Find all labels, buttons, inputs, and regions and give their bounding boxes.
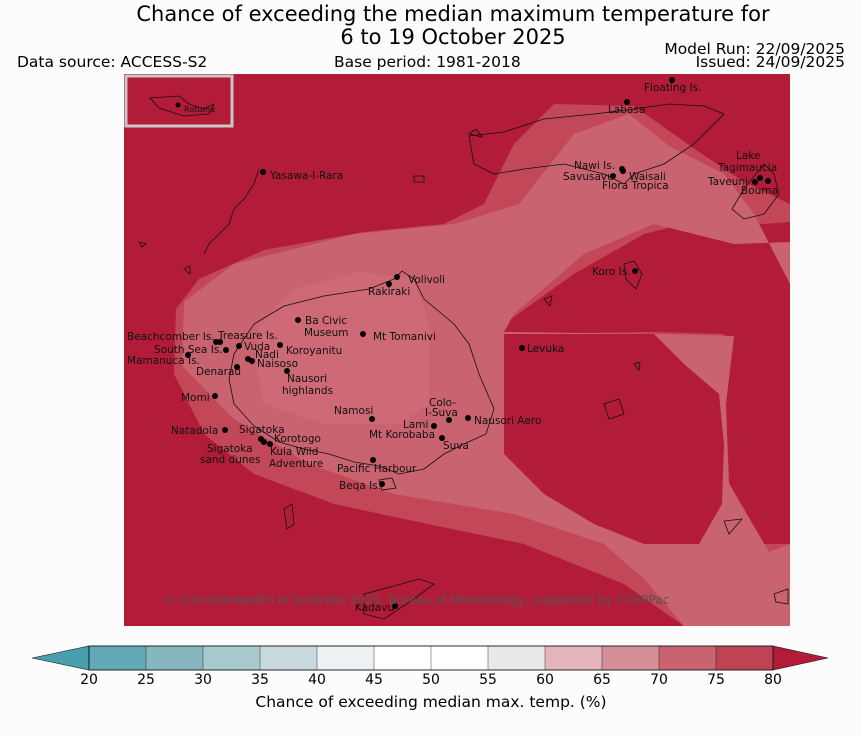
colorbar-tick-label: 20 xyxy=(80,672,98,688)
colorbar-frame xyxy=(88,645,774,671)
label-nadi: Nadi xyxy=(255,349,279,361)
label-waisali: Waisali xyxy=(629,171,666,183)
label-colo-1: Colo- xyxy=(429,397,456,409)
colorbar-cell xyxy=(373,645,432,671)
koro-coast xyxy=(623,260,643,290)
label-kula-1: Kula Wild xyxy=(270,446,318,458)
taveuni-coast xyxy=(731,163,780,220)
label-lake-1: Lake xyxy=(736,150,760,162)
label-suva: Suva xyxy=(443,440,469,452)
base-period: Base period: 1981-2018 xyxy=(334,53,521,71)
label-namosi: Namosi xyxy=(334,405,373,417)
label-koro: Koro Is. xyxy=(592,266,631,278)
label-nausori-aero: Nausori Aero xyxy=(474,415,541,427)
label-colo-2: I-Suva xyxy=(425,407,458,419)
zone-80-interior xyxy=(504,334,724,544)
colorbar-cell xyxy=(715,645,774,671)
label-dunes-1: Sigatoka xyxy=(207,443,253,455)
label-taveuni: Taveuni xyxy=(707,176,748,188)
label-sigatoka: Sigatoka xyxy=(239,424,285,436)
colorbar-tick-label: 55 xyxy=(479,672,497,688)
label-vuda: Vuda xyxy=(244,341,270,353)
rotuma-inset: Rotuma xyxy=(124,74,234,128)
label-levuka: Levuka xyxy=(527,343,564,355)
label-labasa: Labasa xyxy=(608,104,645,116)
colorbar-tick-label: 35 xyxy=(251,672,269,688)
colorbar-cell xyxy=(259,645,318,671)
label-flora: Flora Tropica xyxy=(602,180,669,192)
label-lami: Lami xyxy=(403,419,428,431)
colorbar-cell xyxy=(658,645,717,671)
vanua-levu-coast xyxy=(468,103,725,185)
data-source: Data source: ACCESS-S2 xyxy=(17,53,208,71)
colorbar-tick-label: 40 xyxy=(308,672,326,688)
colorbar-low-arrow xyxy=(32,645,90,671)
label-yasawa: Yasawa-I-Rara xyxy=(269,170,343,182)
colorbar-cell xyxy=(202,645,261,671)
colorbar-cell xyxy=(430,645,489,671)
label-mamanuca: Mamanuca Is. xyxy=(127,355,200,367)
colorbar-tick-label: 25 xyxy=(137,672,155,688)
label-rakiraki: Rakiraki xyxy=(368,286,410,298)
map-title-line1: Chance of exceeding the median maximum t… xyxy=(136,2,770,26)
label-lake-2: Tagimaucia xyxy=(717,162,777,174)
colorbar-tick-label: 80 xyxy=(764,672,782,688)
fiji-probability-map: Rotuma Floating Is. Labasa Nawi Is. Savu… xyxy=(124,74,790,626)
label-beachcomber: Beachcomber Is. xyxy=(127,331,215,343)
label-tomanivi: Mt Tomanivi xyxy=(373,331,436,343)
label-denarau: Denarau xyxy=(196,366,241,378)
label-nausori-h1: Nausori xyxy=(287,373,327,385)
small-islands xyxy=(138,128,789,605)
label-bouma: Bouma xyxy=(741,185,778,197)
label-korotogo: Korotogo xyxy=(274,433,321,445)
colorbar-tick-label: 65 xyxy=(593,672,611,688)
label-beqa: Beqa Is. xyxy=(339,480,381,492)
colorbar-tick-label: 75 xyxy=(707,672,725,688)
colorbar-cells xyxy=(88,645,774,671)
place-labels: Floating Is. Labasa Nawi Is. Savusavu Wa… xyxy=(127,82,778,614)
label-kula-2: Adventure xyxy=(269,458,323,470)
colorbar-cell xyxy=(145,645,204,671)
label-momi: Momi xyxy=(181,392,210,404)
kadavu-coast xyxy=(363,578,435,620)
label-volivoli: Volivoli xyxy=(408,274,445,286)
label-treasure: Treasure Is. xyxy=(217,330,278,342)
label-pacific: Pacific Harbour xyxy=(337,463,417,475)
colorbar-tick-label: 45 xyxy=(365,672,383,688)
colorbar-cell xyxy=(601,645,660,671)
colorbar-tick-label: 60 xyxy=(536,672,554,688)
label-floating: Floating Is. xyxy=(644,82,701,94)
colorbar-tick-label: 50 xyxy=(422,672,440,688)
label-nawi: Nawi Is. xyxy=(574,160,615,172)
map-title-line2: 6 to 19 October 2025 xyxy=(340,25,566,49)
label-nausori-h2: highlands xyxy=(282,385,333,397)
colorbar-cell xyxy=(487,645,546,671)
colorbar xyxy=(32,645,829,671)
colorbar-title: Chance of exceeding median max. temp. (%… xyxy=(255,693,607,711)
viti-levu-coast xyxy=(228,270,495,475)
colorbar-tick-label: 30 xyxy=(194,672,212,688)
yasawa-coast xyxy=(203,168,260,255)
label-natadola: Natadola xyxy=(171,425,218,437)
colorbar-tick-label: 70 xyxy=(650,672,668,688)
rotuma-label: Rotuma xyxy=(184,105,215,114)
copyright-notice: © Commonwealth of Australia 2025, Bureau… xyxy=(164,593,669,607)
colorbar-cell xyxy=(88,645,147,671)
label-ba-1: Ba Civic xyxy=(305,315,347,327)
label-naisoso: Naisoso xyxy=(257,358,298,370)
zone-70-core xyxy=(256,272,429,424)
label-savusavu: Savusavu xyxy=(563,171,614,183)
label-koroyanitu: Koroyanitu xyxy=(286,345,342,357)
label-korobaba: Mt Korobaba xyxy=(369,429,435,441)
place-markers xyxy=(185,77,771,609)
label-kadavu: Kadavu xyxy=(355,602,394,614)
issued-date: Issued: 24/09/2025 xyxy=(695,53,845,71)
colorbar-cell xyxy=(316,645,375,671)
label-ba-2: Museum xyxy=(304,327,349,339)
colorbar-high-arrow xyxy=(772,645,829,671)
colorbar-cell xyxy=(544,645,603,671)
label-southsea: South Sea Is. xyxy=(154,344,223,356)
model-run: Model Run: 22/09/2025 xyxy=(664,40,845,58)
label-dunes-2: sand dunes xyxy=(200,454,260,466)
